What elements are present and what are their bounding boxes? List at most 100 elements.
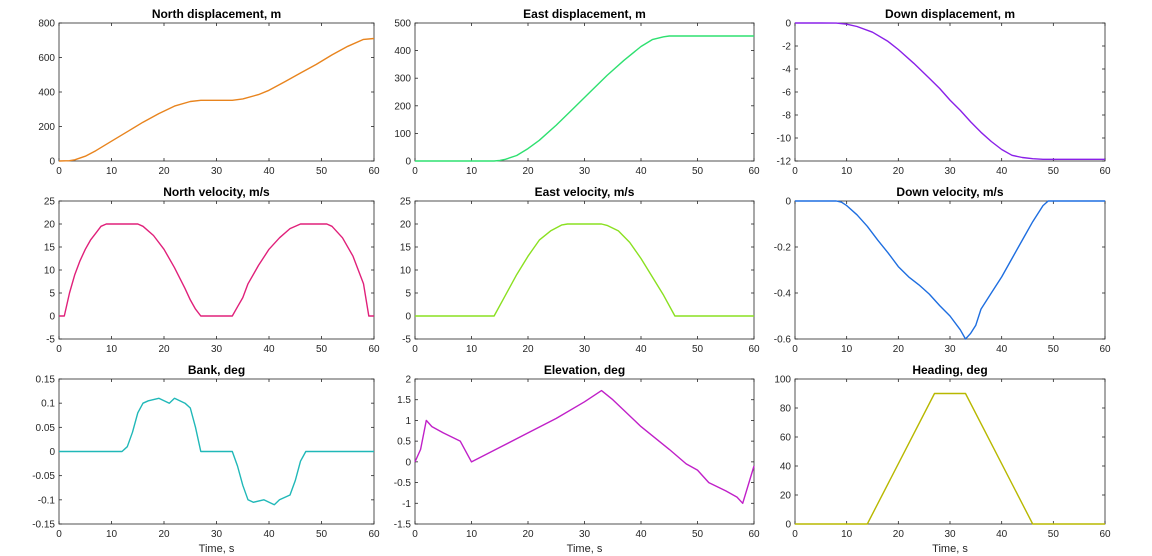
y-tick-label: 200 — [394, 101, 411, 112]
axes-box — [414, 22, 755, 162]
subplot-7: Bank, deg 0 10 20 30 40 50 60 0.15 0.1 0.05 0 -0.05 -… — [32, 363, 380, 555]
y-tick-label: 2 — [405, 375, 411, 386]
x-tick-label: 40 — [263, 529, 275, 540]
y-tick-label: 300 — [394, 74, 411, 85]
axes-box — [58, 22, 375, 162]
y-tick-label: 0.05 — [36, 423, 56, 434]
y-tick-label: 500 — [394, 19, 411, 30]
plot-title: Down displacement, m — [885, 7, 1015, 21]
x-tick-label: 20 — [158, 344, 170, 355]
x-tick-label: 50 — [316, 344, 328, 355]
series-line — [795, 392, 1105, 525]
subplot-3: Down displacement, m 0 10 20 30 40 50 60 0 -2 -4 -6… — [777, 7, 1111, 177]
x-tick-label: 60 — [368, 344, 380, 355]
x-tick-label: 60 — [1099, 529, 1111, 540]
plot-title: East displacement, m — [523, 7, 646, 21]
x-tick-label: 0 — [412, 166, 418, 177]
axes-box — [58, 200, 375, 340]
series-line — [795, 22, 1105, 161]
y-tick-label: 0.15 — [36, 375, 56, 386]
y-tick-label: 0 — [49, 447, 55, 458]
y-tick-label: 0 — [785, 520, 791, 531]
x-tick-label: 20 — [158, 166, 170, 177]
y-tick-label: -12 — [777, 157, 792, 168]
y-tick-label: 5 — [405, 289, 411, 300]
x-tick-label: 0 — [56, 529, 62, 540]
y-tick-label: 1.5 — [397, 395, 411, 406]
x-tick-label: 40 — [996, 529, 1008, 540]
subplot-1: North displacement, m0 10 20 30 40 50 60020040… — [38, 7, 380, 177]
x-tick-label: 10 — [841, 166, 853, 177]
subplot-8: Elevation, deg 0 10 20 30 40 50 60 2 1.5 1 0.5 0 -0.5… — [394, 363, 760, 555]
plot-title: East velocity, m/s — [535, 185, 635, 199]
y-tick-label: -0.2 — [774, 243, 792, 254]
x-tick-label: 0 — [412, 344, 418, 355]
x-tick-label: 20 — [522, 166, 534, 177]
y-tick-label: -0.1 — [38, 495, 56, 506]
y-tick-label: -4 — [782, 65, 791, 76]
y-tick-label: -8 — [782, 111, 791, 122]
y-tick-label: -5 — [402, 335, 411, 346]
x-axis-label: Time, s — [932, 543, 968, 555]
x-tick-label: 0 — [792, 529, 798, 540]
y-tick-label: 0 — [405, 312, 411, 323]
x-tick-label: 30 — [211, 529, 223, 540]
x-tick-label: 0 — [792, 344, 798, 355]
series-line — [415, 223, 754, 317]
y-tick-label: -10 — [777, 134, 792, 145]
x-tick-label: 0 — [792, 166, 798, 177]
x-tick-label: 20 — [158, 529, 170, 540]
x-tick-label: 30 — [579, 529, 591, 540]
x-axis-label: Time, s — [567, 543, 603, 555]
plot-title: Bank, deg — [188, 363, 245, 377]
x-tick-label: 50 — [316, 166, 328, 177]
x-tick-label: 30 — [944, 529, 956, 540]
x-tick-label: 40 — [635, 529, 647, 540]
x-tick-label: 10 — [466, 344, 478, 355]
axes-box — [794, 22, 1106, 162]
axes-box — [414, 378, 755, 525]
y-tick-label: 80 — [780, 404, 792, 415]
x-tick-label: 30 — [944, 344, 956, 355]
x-tick-label: 50 — [692, 166, 704, 177]
axes-box — [794, 200, 1106, 340]
x-tick-label: 0 — [56, 344, 62, 355]
subplot-2: East displacement, m 0 10 20 30 40 50 60 0 100 200… — [394, 7, 760, 177]
x-tick-label: 40 — [635, 344, 647, 355]
series-line — [415, 35, 754, 162]
x-tick-label: 60 — [1099, 166, 1111, 177]
x-tick-label: 30 — [211, 344, 223, 355]
y-tick-label: -0.6 — [774, 335, 792, 346]
y-tick-label: -2 — [782, 42, 791, 53]
y-tick-label: -0.5 — [394, 478, 412, 489]
x-tick-label: 10 — [106, 344, 118, 355]
plot-title: Down velocity, m/s — [896, 185, 1003, 199]
x-tick-label: 50 — [692, 344, 704, 355]
subplot-9: Heading, deg 0 10 20 30 40 50 60 0 20 40 60 80 100 Tim… — [774, 363, 1111, 555]
x-tick-label: 40 — [263, 166, 275, 177]
x-tick-label: 40 — [635, 166, 647, 177]
x-tick-label: 30 — [211, 166, 223, 177]
x-tick-label: 60 — [368, 166, 380, 177]
y-tick-label: 600 — [38, 53, 55, 64]
x-tick-label: 50 — [692, 529, 704, 540]
series-line — [59, 223, 374, 317]
x-tick-label: 60 — [1099, 344, 1111, 355]
x-tick-label: 30 — [579, 166, 591, 177]
y-tick-label: 100 — [774, 375, 791, 386]
y-tick-label: 800 — [38, 19, 55, 30]
y-tick-label: 0.5 — [397, 437, 411, 448]
y-tick-label: 40 — [780, 462, 792, 473]
x-tick-label: 60 — [368, 529, 380, 540]
series-line — [58, 37, 375, 162]
y-tick-label: 10 — [400, 266, 412, 277]
y-tick-label: -1.5 — [394, 520, 412, 531]
x-axis-label: Time, s — [199, 543, 235, 555]
x-tick-label: 20 — [893, 344, 905, 355]
x-tick-label: 50 — [316, 529, 328, 540]
x-tick-label: 30 — [579, 344, 591, 355]
plot-title: North velocity, m/s — [163, 185, 270, 199]
y-tick-label: 20 — [780, 491, 792, 502]
x-tick-label: 40 — [996, 166, 1008, 177]
